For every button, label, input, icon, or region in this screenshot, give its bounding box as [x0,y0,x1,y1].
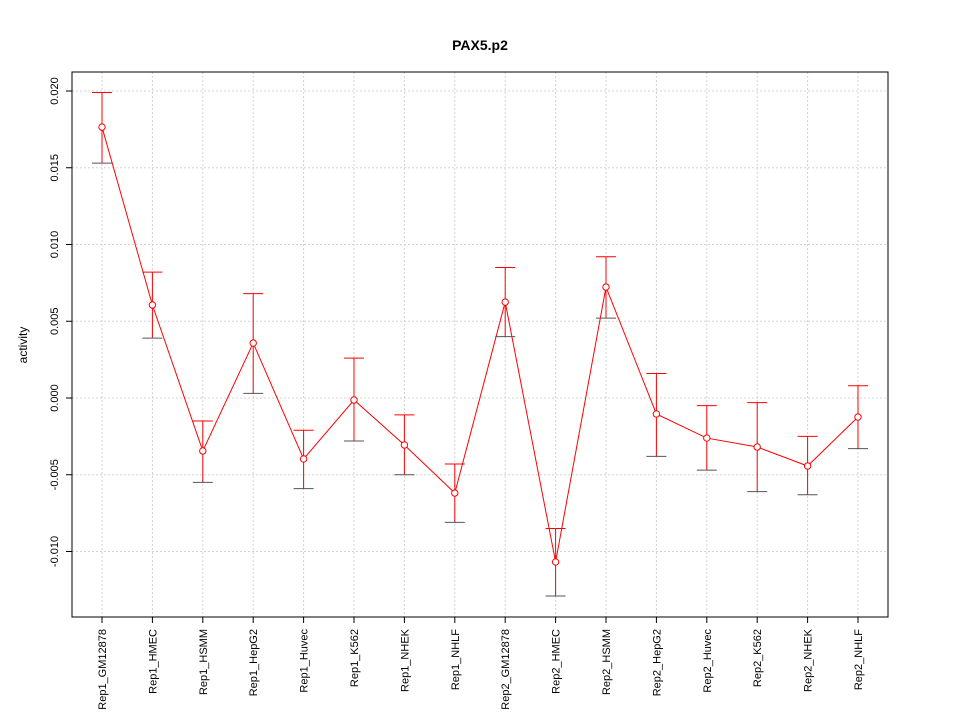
x-tick-label: Rep2_HepG2 [651,629,663,696]
x-tick-label: Rep2_Huvec [702,629,714,693]
y-tick-label: 0.010 [49,231,61,259]
x-tick-label: Rep1_NHLF [450,629,462,690]
chart-title: PAX5.p2 [452,37,508,53]
x-tick-label: Rep1_Huvec [299,629,311,693]
data-point [753,443,761,451]
y-tick-label: 0.000 [49,384,61,412]
x-tick-label: Rep2_HMEC [551,629,563,694]
x-tick-label: Rep2_GM12878 [500,629,512,710]
series-line [101,126,859,563]
data-point [98,123,106,131]
data-point [350,396,358,404]
data-marks [92,92,868,597]
data-point [148,301,157,309]
y-tick-label: -0.005 [49,459,61,490]
data-point [803,462,812,470]
data-point [652,410,661,418]
data-point [249,339,257,347]
grid [72,72,888,617]
data-point [501,298,509,306]
x-tick-label: Rep2_HSMM [601,629,613,695]
x-tick-label: Rep2_NHLF [853,629,865,690]
x-tick-label: Rep1_HSMM [198,629,210,695]
x-tick-label: Rep1_GM12878 [97,629,109,710]
x-tick-label: Rep1_NHEK [399,628,411,692]
data-point [703,434,711,442]
data-point [199,447,207,455]
axes: -0.010 -0.005 0.000 0.005 0.010 0.015 0.020 Rep… [49,77,865,710]
x-tick-label: Rep2_NHEK [803,628,815,692]
plot-frame [71,71,889,618]
data-point [299,455,308,463]
data-point [400,441,409,449]
x-tick-label: Rep1_HMEC [147,629,159,694]
y-tick-label: 0.015 [49,154,61,182]
y-axis-label: activity [16,327,30,364]
y-tick-label: -0.010 [49,536,61,567]
data-point [551,558,560,566]
y-tick-label: 0.020 [49,77,61,105]
x-tick-label: Rep1_HepG2 [248,629,260,696]
data-point [451,489,459,497]
x-tick-label: Rep1_K562 [349,629,361,687]
x-tick-label: Rep2_K562 [752,629,764,687]
y-tick-label: 0.005 [49,307,61,335]
data-point [854,413,862,421]
data-point [602,283,610,291]
